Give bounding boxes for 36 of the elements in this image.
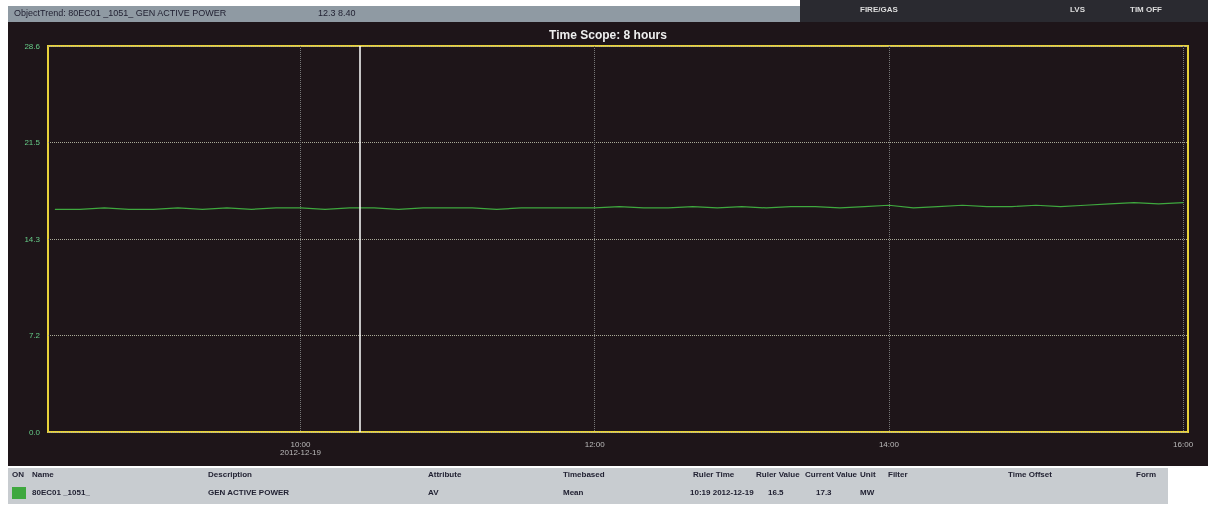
- y-tick-label: 21.5: [24, 138, 41, 147]
- text: TIM OFF: [1130, 5, 1162, 14]
- text: ON: [12, 470, 24, 479]
- text: GEN ACTIVE POWER: [208, 488, 290, 497]
- y-tick-label: 0.0: [28, 427, 41, 437]
- x-tick-label: 12:00: [584, 439, 606, 449]
- text: LVS: [1070, 5, 1085, 14]
- x-tick-label: 16:00: [1173, 439, 1194, 449]
- text: 16.5: [768, 488, 784, 497]
- text: Unit: [860, 470, 876, 479]
- text: Filter: [888, 470, 908, 479]
- text: AV: [428, 488, 439, 497]
- text: Mean: [563, 488, 584, 497]
- text: 17.3: [816, 488, 832, 497]
- text: Current Value: [805, 470, 858, 479]
- text: Ruler Value: [756, 470, 800, 479]
- text: Timebased: [563, 470, 605, 479]
- text: FIRE/GAS: [860, 5, 898, 14]
- text: Description: [208, 470, 253, 479]
- x-tick-label: 14:00: [878, 439, 900, 449]
- text: 12.3 8.40: [318, 8, 356, 18]
- chart-title: Time Scope: 8 hours: [549, 28, 668, 42]
- text: Time Offset: [1008, 470, 1052, 479]
- text: 10:19 2012-12-19: [690, 488, 754, 497]
- text: Name: [32, 470, 54, 479]
- text: Attribute: [428, 470, 462, 479]
- y-tick-label: 7.2: [28, 331, 41, 340]
- x-tick-label: 10:00 2012-12-19: [280, 439, 322, 457]
- text: Ruler Time: [693, 470, 735, 479]
- text: 80EC01 _1051_: [32, 488, 90, 497]
- y-tick-label: 14.3: [24, 234, 41, 244]
- y-tick-label: 28.6: [24, 41, 41, 51]
- text: ObjectTrend: 80EC01 _1051_ GEN ACTIVE POWER: [14, 8, 227, 18]
- text: Form: [1136, 470, 1156, 479]
- text: MW: [860, 488, 875, 497]
- line-series: [54, 201, 1184, 210]
